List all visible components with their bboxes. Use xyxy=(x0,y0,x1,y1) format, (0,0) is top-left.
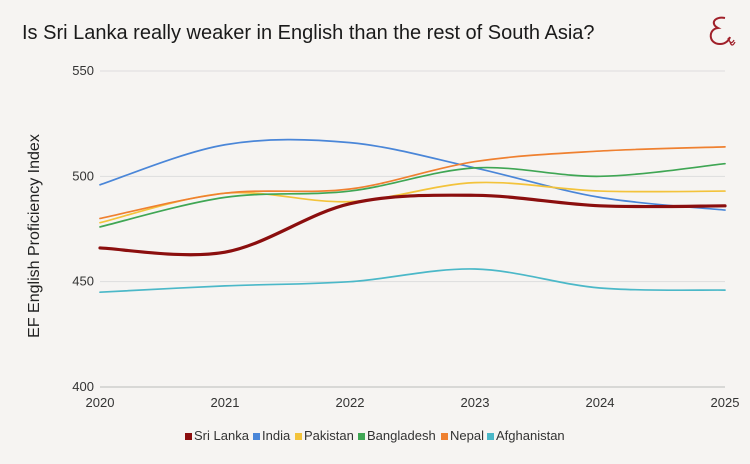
y-axis-ticks: 400 450 500 550 xyxy=(72,63,94,394)
series-lines xyxy=(98,138,727,294)
legend-swatch-bangladesh xyxy=(358,433,365,440)
y-tick-label: 450 xyxy=(72,274,94,289)
logo-icon xyxy=(709,16,736,46)
x-axis-ticks: 2020 2021 2022 2023 2024 2025 xyxy=(86,395,740,410)
x-tick-label: 2021 xyxy=(211,395,240,410)
y-axis-label: EF English Proficiency Index xyxy=(26,134,43,338)
series-line-afghanistan xyxy=(99,268,726,294)
y-tick-label: 400 xyxy=(72,379,94,394)
x-tick-label: 2023 xyxy=(461,395,490,410)
x-tick-label: 2022 xyxy=(336,395,365,410)
chart-title: Is Sri Lanka really weaker in English th… xyxy=(22,22,595,44)
legend-swatch-afghanistan xyxy=(487,433,494,440)
series-line-sri-lanka xyxy=(98,193,727,257)
legend-swatch-pakistan xyxy=(295,433,302,440)
y-tick-label: 500 xyxy=(72,168,94,183)
legend-label: Bangladesh xyxy=(367,428,436,443)
series-line-india xyxy=(99,138,726,211)
legend: Sri Lanka India Pakistan Bangladesh Nepal Afg… xyxy=(185,428,565,443)
legend-swatch-nepal xyxy=(441,433,448,440)
x-tick-label: 2020 xyxy=(86,395,115,410)
y-tick-label: 550 xyxy=(72,63,94,78)
legend-label: Sri Lanka xyxy=(194,428,250,443)
gridlines xyxy=(100,70,725,388)
x-tick-label: 2025 xyxy=(711,395,740,410)
legend-swatch-sri-lanka xyxy=(185,433,192,440)
legend-label: Pakistan xyxy=(304,428,354,443)
legend-swatch-india xyxy=(253,433,260,440)
legend-label: India xyxy=(262,428,291,443)
series-line-nepal xyxy=(99,145,726,220)
legend-label: Afghanistan xyxy=(496,428,565,443)
series-line-bangladesh xyxy=(99,162,726,228)
x-tick-label: 2024 xyxy=(586,395,615,410)
legend-label: Nepal xyxy=(450,428,484,443)
